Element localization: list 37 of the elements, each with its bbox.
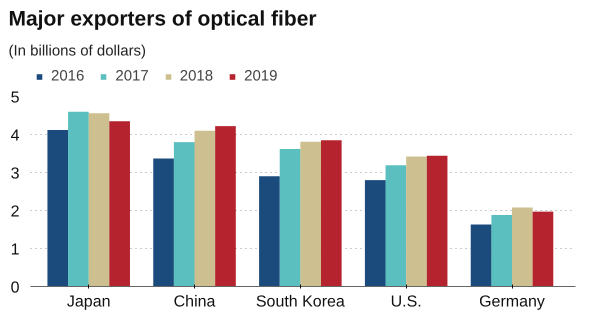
y-tick-label: 3 (10, 166, 20, 182)
bar (194, 130, 216, 286)
bar (512, 207, 533, 286)
chart-subtitle: (In billions of dollars) (8, 42, 146, 60)
bar (320, 140, 342, 286)
legend-label: 2016 (51, 68, 84, 84)
bar (470, 224, 492, 286)
x-tick-label: Japan (66, 294, 110, 310)
y-tick-label: 5 (10, 90, 20, 106)
bar (174, 142, 195, 286)
bar (259, 176, 280, 286)
y-tick-label: 0 (10, 280, 20, 296)
bar (406, 156, 427, 286)
bar (109, 121, 130, 286)
bar (88, 113, 110, 286)
x-tick-label: China (174, 294, 216, 310)
legend-label: 2017 (115, 68, 149, 84)
bar (491, 215, 512, 286)
legend-label: 2019 (244, 68, 278, 84)
bar (386, 165, 406, 286)
bar (68, 112, 89, 286)
bar (153, 158, 174, 286)
bar (426, 156, 448, 286)
bar (47, 130, 68, 286)
y-tick-label: 1 (10, 242, 20, 258)
y-tick-label: 4 (10, 128, 20, 144)
y-tick-label: 2 (10, 204, 20, 220)
x-tick-label: U.S. (390, 294, 422, 310)
bar (364, 180, 386, 286)
x-tick-label: South Korea (256, 294, 345, 310)
bar (300, 142, 321, 286)
bar (532, 212, 554, 286)
chart-title: Major exporters of optical fiber (8, 8, 317, 30)
bar (215, 126, 236, 286)
legend-label: 2018 (180, 68, 214, 84)
bar (280, 148, 300, 286)
x-tick-label: Germany (479, 294, 545, 310)
